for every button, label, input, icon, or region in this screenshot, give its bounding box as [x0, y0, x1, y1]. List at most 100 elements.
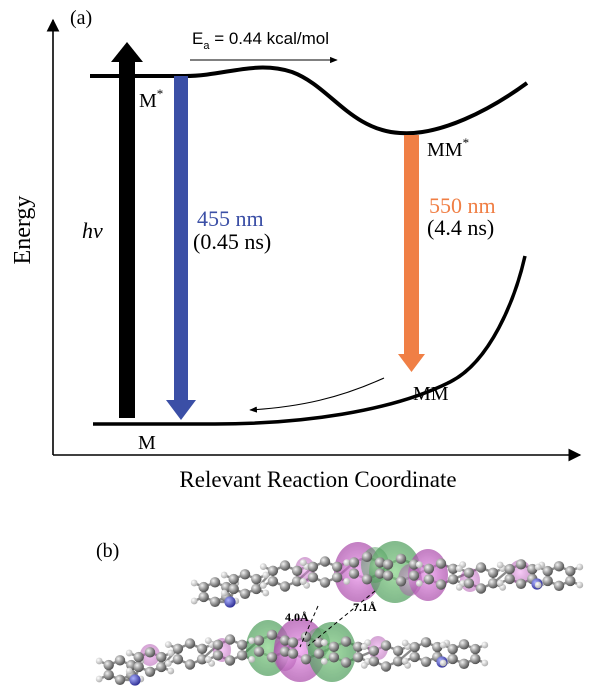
carbon-atom — [395, 553, 407, 564]
hydrogen-atom — [320, 658, 328, 665]
carbon-atom — [279, 581, 291, 592]
carbon-atom — [279, 560, 291, 571]
state-mm: MM — [413, 383, 449, 405]
state-m-star: M* — [139, 86, 163, 112]
carbon-atom — [380, 640, 392, 651]
excimer-lifetime: (4.4 ns) — [427, 215, 494, 240]
carbon-atom — [553, 561, 565, 572]
carbon-atom — [352, 652, 364, 663]
carbon-atom — [392, 645, 404, 656]
carbon-atom — [212, 650, 224, 661]
excitation-label: hv — [82, 218, 103, 243]
excited-state-curve — [90, 65, 529, 136]
activation-energy-label: Ea = 0.44 kcal/mol — [192, 29, 329, 52]
carbon-atom — [266, 629, 278, 640]
carbon-atom — [470, 653, 481, 665]
carbon-atom — [515, 578, 527, 589]
carbon-atom — [279, 646, 291, 657]
carbon-atom — [209, 596, 221, 607]
carbon-atom — [447, 653, 458, 665]
carbon-atom — [287, 637, 299, 648]
carbon-atom — [287, 648, 299, 659]
carbon-atom — [348, 557, 360, 568]
carbon-atom — [209, 577, 221, 588]
carbon-atom — [144, 666, 156, 677]
carbon-atom — [368, 656, 380, 667]
carbon-atom — [348, 568, 360, 579]
hydrogen-atom — [576, 581, 584, 589]
carbon-atom — [307, 572, 319, 583]
carbon-atom — [172, 654, 184, 665]
carbon-atom — [224, 655, 236, 666]
carbon-atom — [253, 635, 265, 646]
hydrogen-atom — [481, 641, 489, 649]
carbon-atom — [408, 559, 420, 570]
molecule-atoms — [95, 551, 584, 686]
carbon-atom — [267, 565, 279, 576]
carbon-atom — [156, 651, 167, 663]
hydrogen-atom — [299, 559, 307, 566]
carbon-atom — [504, 563, 515, 575]
hydrogen-atom — [204, 637, 212, 644]
carbon-atom — [475, 583, 487, 594]
carbon-atom — [172, 643, 184, 654]
carbon-atom — [542, 575, 553, 587]
carbon-atom — [447, 574, 459, 585]
carbon-atom — [251, 573, 262, 585]
hydrogen-atom — [167, 667, 175, 675]
carbon-atom — [361, 574, 373, 585]
carbon-atom — [368, 645, 380, 656]
carbon-atom — [114, 655, 126, 666]
carbon-atom — [395, 576, 407, 587]
hydrogen-atom — [534, 563, 542, 571]
hydrogen-atom — [439, 641, 447, 649]
hydrogen-atom — [360, 662, 368, 669]
hydrogen-atom — [95, 657, 103, 665]
relaxation-arrow — [249, 377, 385, 413]
hydrogen-atom — [164, 641, 172, 648]
carbon-atom — [409, 641, 420, 653]
panel-a-label: (a) — [70, 7, 92, 29]
carbon-atom — [212, 639, 224, 650]
carbon-atom — [156, 661, 167, 673]
carbon-atom — [313, 637, 325, 648]
carbon-atom — [184, 638, 196, 649]
carbon-atom — [382, 559, 394, 570]
carbon-atom — [279, 635, 291, 646]
x-axis-label: Relevant Reaction Coordinate — [179, 467, 456, 492]
excimer-emission-arrow — [398, 135, 425, 372]
carbon-atom — [565, 575, 576, 587]
carbon-atom — [236, 650, 248, 661]
monomer-wavelength: 455 nm — [197, 206, 264, 231]
carbon-atom — [228, 573, 239, 585]
carbon-atom — [328, 641, 340, 652]
hydrogen-atom — [343, 559, 351, 566]
hydrogen-atom — [455, 584, 463, 591]
carbon-atom — [196, 654, 208, 665]
hydrogen-atom — [415, 561, 423, 568]
carbon-atom — [103, 669, 114, 681]
carbon-atom — [447, 643, 458, 655]
hydrogen-atom — [496, 579, 504, 587]
hydrogen-atom — [204, 656, 212, 663]
hydrogen-atom — [164, 660, 172, 667]
carbon-atom — [266, 652, 278, 663]
hydrogen-atom — [415, 580, 423, 587]
hydrogen-atom — [262, 571, 270, 579]
carbon-atom — [144, 647, 156, 658]
carbon-atom — [228, 583, 239, 595]
hydrogen-atom — [190, 579, 198, 587]
carbon-atom — [103, 659, 114, 671]
carbon-atom — [515, 559, 527, 570]
panel-a: (a) Energy Relevant Reaction Coordinate … — [10, 7, 582, 492]
hydrogen-atom — [496, 561, 504, 569]
state-mm-star: MM* — [427, 135, 469, 161]
hydrogen-atom — [481, 659, 489, 667]
hydrogen-atom — [439, 659, 447, 667]
carbon-atom — [408, 570, 420, 581]
carbon-atom — [463, 578, 475, 589]
carbon-atom — [458, 658, 470, 669]
y-axis-label: Energy — [10, 196, 36, 265]
carbon-atom — [374, 557, 386, 568]
carbon-atom — [291, 576, 303, 587]
